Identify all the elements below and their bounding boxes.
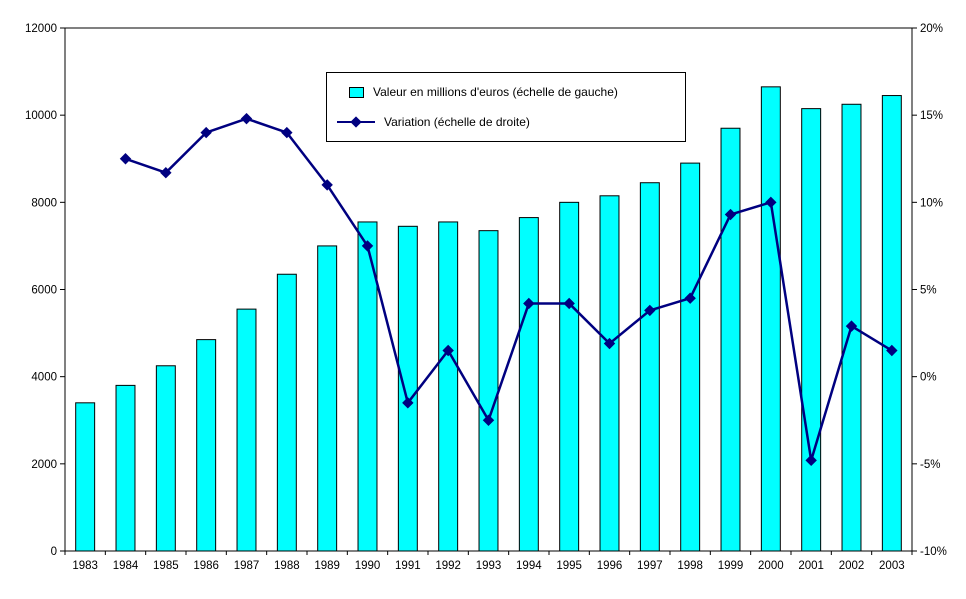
left-axis-label: 4000 <box>31 372 57 384</box>
bar-1995 <box>559 201 580 552</box>
x-axis-label: 1991 <box>395 560 421 572</box>
x-axis-label: 1984 <box>113 560 139 572</box>
left-axis-label: 12000 <box>25 23 57 35</box>
x-axis-label: 1995 <box>556 560 582 572</box>
left-axis-label: 8000 <box>31 197 57 209</box>
bar-1997 <box>639 182 660 552</box>
bar-1994 <box>518 217 539 552</box>
bar-1985 <box>155 365 176 552</box>
x-axis-label: 1993 <box>476 560 502 572</box>
diamond-marker-1985 <box>160 166 172 179</box>
diamond-marker-1991 <box>402 397 414 409</box>
bar-1986 <box>196 339 217 552</box>
diamond-marker-2000 <box>765 196 777 209</box>
right-axis-label: 20% <box>920 23 943 35</box>
diamond-marker-2003 <box>886 344 898 357</box>
legend-item-bars: Valeur en millions d'euros (échelle de g… <box>337 85 675 99</box>
bar-1993 <box>478 230 499 552</box>
x-axis-label: 1999 <box>718 560 744 572</box>
legend-label-line: Variation (échelle de droite) <box>384 115 530 129</box>
x-axis-label: 1992 <box>435 560 461 572</box>
diamond-marker-1987 <box>240 112 253 125</box>
diamond-marker-1998 <box>684 292 696 304</box>
diamond-marker-1999 <box>724 208 737 221</box>
x-axis-label: 2000 <box>758 560 784 572</box>
diamond-marker-1986 <box>200 126 212 139</box>
right-axis-label: 15% <box>920 110 943 122</box>
x-axis-label: 1986 <box>193 560 219 572</box>
x-axis-label: 1994 <box>516 560 542 572</box>
bar-1984 <box>115 384 136 552</box>
right-axis-label: -5% <box>920 459 940 471</box>
left-axis-label: 0 <box>51 546 57 558</box>
diamond-marker-1984 <box>119 153 132 165</box>
x-axis-label: 1989 <box>314 560 340 572</box>
bar-1999 <box>720 127 741 552</box>
right-axis-label: 0% <box>920 372 937 384</box>
diamond-marker-2002 <box>845 320 858 332</box>
legend: Valeur en millions d'euros (échelle de g… <box>326 72 686 142</box>
variation-line <box>125 117 893 462</box>
legend-label-bars: Valeur en millions d'euros (échelle de g… <box>373 85 618 99</box>
x-axis-label: 1997 <box>637 560 663 572</box>
bar-1988 <box>276 273 297 552</box>
x-axis-label: 1988 <box>274 560 300 572</box>
diamond-marker-1995 <box>563 297 575 310</box>
legend-item-line: Variation (échelle de droite) <box>337 115 675 129</box>
bar-1987 <box>236 308 257 552</box>
x-axis-label: 2003 <box>879 560 905 572</box>
x-axis-label: 1998 <box>677 560 703 572</box>
bar-1991 <box>397 225 418 552</box>
diamond-marker-1996 <box>603 337 616 350</box>
left-axis-label: 6000 <box>31 285 57 297</box>
bar-1989 <box>317 245 338 552</box>
diamond-marker-1997 <box>644 304 656 317</box>
right-axis-label: 10% <box>920 197 943 209</box>
diamond-marker-1994 <box>523 297 535 310</box>
left-axis-label: 2000 <box>31 459 57 471</box>
bar-1983 <box>75 402 96 552</box>
diamond-marker-1993 <box>482 414 495 426</box>
x-axis-label: 1983 <box>72 560 98 572</box>
right-axis-label: -10% <box>920 546 947 558</box>
x-axis-label: 2001 <box>798 560 824 572</box>
bar-1990 <box>357 221 378 552</box>
line-diamond-swatch-icon <box>337 116 375 128</box>
diamond-marker-1989 <box>321 179 333 191</box>
x-axis-label: 1990 <box>355 560 381 572</box>
bar-1998 <box>680 162 701 552</box>
left-axis-label: 10000 <box>25 110 57 122</box>
bar-1992 <box>438 221 459 552</box>
x-axis-label: 1996 <box>597 560 623 572</box>
bar-2000 <box>760 86 781 552</box>
x-axis-label: 2002 <box>839 560 865 572</box>
x-axis-label: 1987 <box>234 560 260 572</box>
right-axis-label: 5% <box>920 285 937 297</box>
diamond-marker-1988 <box>281 126 293 139</box>
diamond-marker-2001 <box>805 454 817 467</box>
bar-swatch-icon <box>349 86 364 98</box>
diamond-marker-1990 <box>361 240 374 252</box>
bar-2003 <box>881 95 902 552</box>
diamond-marker-1992 <box>442 344 454 357</box>
bar-2001 <box>801 108 822 552</box>
bar-1996 <box>599 195 620 552</box>
x-axis-label: 1985 <box>153 560 179 572</box>
